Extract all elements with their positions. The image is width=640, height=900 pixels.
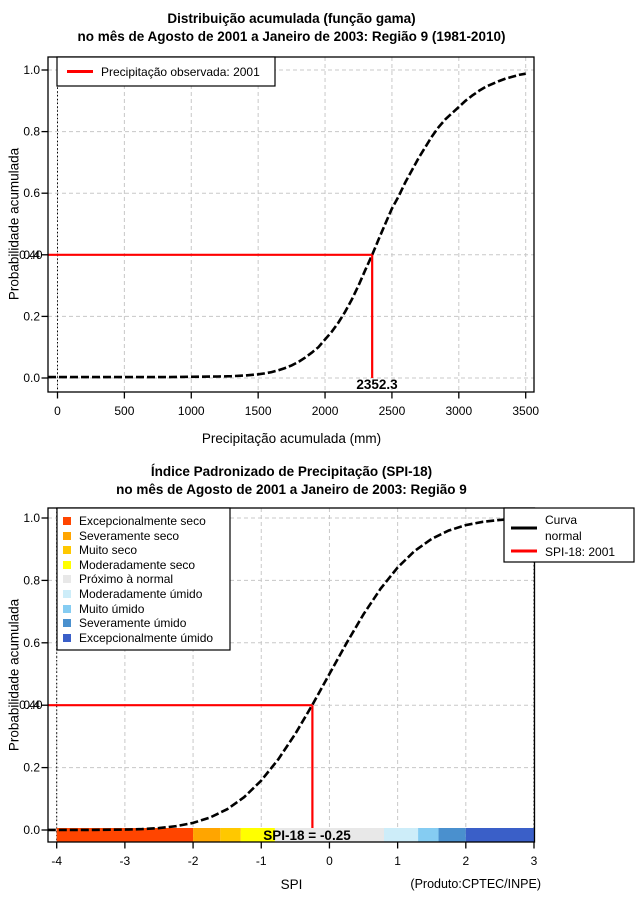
legend-square [63, 634, 71, 642]
x-tick-label: 0 [326, 854, 333, 868]
x-tick-label: -4 [51, 854, 62, 868]
y-tick-label: 0.2 [23, 761, 40, 775]
colorbar-segment [193, 828, 221, 842]
chart2-title-line2: no mês de Agosto de 2001 a Janeiro de 20… [116, 482, 467, 497]
legend-label: Muito seco [79, 543, 137, 557]
legend-box [56, 56, 276, 87]
chart2-x-axis-title: SPI [280, 877, 303, 892]
y-tick-label: 0.2 [23, 309, 40, 323]
legend-square [63, 590, 71, 598]
product-credit: (Produto:CPTEC/INPE) [410, 877, 541, 891]
colorbar-segment [418, 828, 439, 842]
colorbar-segment [383, 828, 419, 842]
x-tick-label: 1 [394, 854, 401, 868]
x-tick-label: 3000 [445, 404, 472, 418]
y-tick-label: 0.4 [23, 698, 40, 712]
x-tick-label: 2500 [379, 404, 406, 418]
legend-label: Curva [545, 513, 577, 527]
legend-label: Excepcionalmente seco [79, 514, 206, 528]
legend-box [503, 507, 635, 563]
legend-label: SPI-18: 2001 [545, 545, 615, 559]
y-tick-label: 0.0 [23, 371, 40, 385]
legend-square [63, 619, 71, 627]
colorbar-segment [220, 828, 241, 842]
legend-box [56, 507, 231, 651]
marker-x-label: 2352.3 [356, 377, 398, 392]
x-tick-label: 0 [54, 404, 61, 418]
legend-label: Precipitação observada: 2001 [101, 65, 260, 79]
y-tick-label: 0.4 [23, 248, 40, 262]
legend-label: Moderadamente úmido [79, 587, 203, 601]
legend-square [63, 532, 71, 540]
colorbar-segment [465, 828, 534, 842]
legend-label: Severamente úmido [79, 616, 187, 630]
chart1-x-axis-title: Precipitação acumulada (mm) [201, 431, 382, 446]
legend-square [63, 517, 71, 525]
y-tick-label: 0.6 [23, 636, 40, 650]
x-tick-label: 2000 [312, 404, 339, 418]
x-tick-label: -3 [120, 854, 131, 868]
colorbar-segment [56, 828, 194, 842]
y-tick-label: 0.6 [23, 186, 40, 200]
marker-y-label: 0.40 [19, 248, 43, 262]
x-tick-label: 1500 [245, 404, 272, 418]
y-tick-label: 1.0 [23, 511, 40, 525]
colorbar-segment [240, 828, 275, 842]
plot-frame [47, 56, 535, 393]
x-tick-label: 3 [531, 854, 538, 868]
legend-label: Próximo à normal [79, 572, 173, 586]
legend-square [63, 561, 71, 569]
x-tick-label: 2 [462, 854, 469, 868]
x-tick-label: 3500 [512, 404, 539, 418]
legend-label: Severamente seco [79, 529, 179, 543]
x-tick-label: 1000 [178, 404, 205, 418]
x-tick-label: -2 [188, 854, 199, 868]
y-tick-label: 0.0 [23, 823, 40, 837]
legend-square [63, 605, 71, 613]
y-tick-label: 0.8 [23, 573, 40, 587]
legend-label: Excepcionalmente úmido [79, 631, 213, 645]
legend-label: Muito úmido [79, 602, 145, 616]
marker-y-label: 0.40 [19, 698, 43, 712]
chart1-title-line2: no mês de Agosto de 2001 a Janeiro de 20… [77, 29, 506, 44]
plot-frame [47, 507, 536, 843]
cdf-curve [48, 72, 526, 379]
x-tick-label: -1 [256, 854, 267, 868]
colorbar-segment [438, 828, 466, 842]
legend-label: Moderadamente seco [79, 558, 195, 572]
legend-square [63, 575, 71, 583]
cdf-curve [47, 517, 535, 832]
colorbar-segment [274, 828, 384, 842]
chart1-title-line1: Distribuição acumulada (função gama) [167, 11, 416, 26]
legend-label: normal [545, 529, 582, 543]
marker-x-label: SPI-18 = -0.25 [263, 828, 351, 843]
chart2-title-line1: Índice Padronizado de Precipitação (SPI-… [150, 464, 433, 479]
x-tick-label: 500 [114, 404, 134, 418]
y-tick-label: 0.8 [23, 125, 40, 139]
y-tick-label: 1.0 [23, 63, 40, 77]
legend-square [63, 546, 71, 554]
